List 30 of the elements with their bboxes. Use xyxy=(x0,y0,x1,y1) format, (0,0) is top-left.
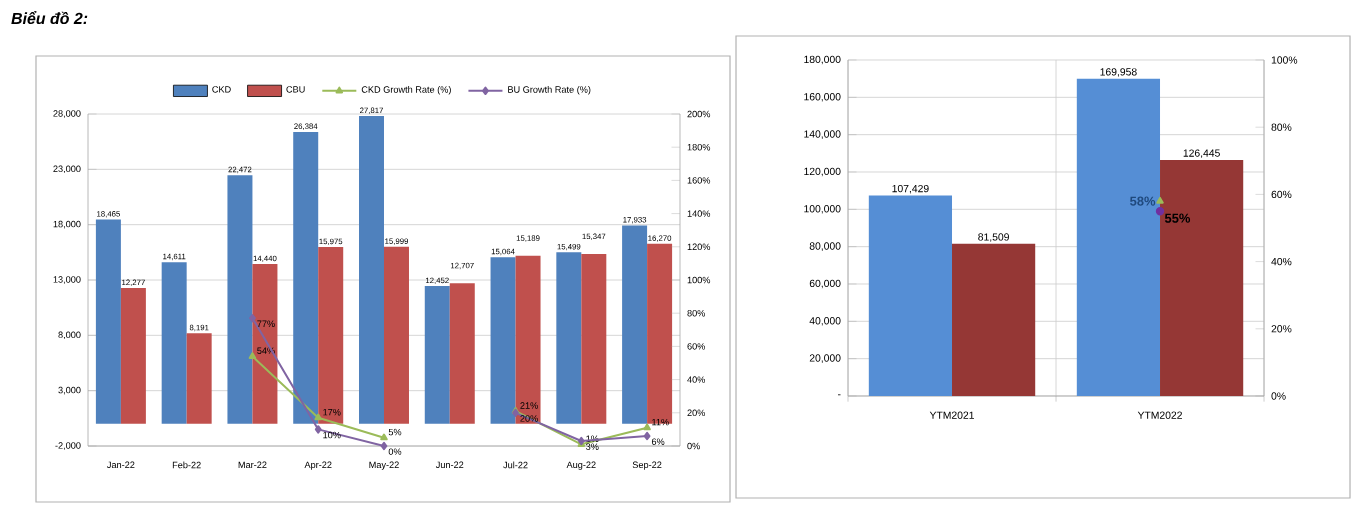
point xyxy=(380,441,388,451)
bar xyxy=(647,243,673,424)
bar xyxy=(252,264,278,424)
bar xyxy=(490,257,516,424)
bar xyxy=(161,262,187,424)
bar xyxy=(1076,78,1161,396)
bar xyxy=(359,116,384,424)
point xyxy=(249,313,256,323)
point xyxy=(643,423,651,431)
bar xyxy=(95,219,121,424)
bar xyxy=(186,333,212,424)
bar xyxy=(515,255,541,424)
point xyxy=(314,413,322,421)
bar xyxy=(449,283,475,424)
point xyxy=(643,431,651,441)
bar xyxy=(622,225,648,424)
bar xyxy=(556,252,582,424)
point xyxy=(314,425,322,434)
bar xyxy=(383,246,409,424)
bar xyxy=(293,131,319,424)
bar xyxy=(424,286,450,424)
point xyxy=(248,352,257,359)
bar xyxy=(120,288,146,424)
bar xyxy=(952,243,1036,396)
bar xyxy=(1160,159,1244,396)
bar xyxy=(318,247,344,424)
point xyxy=(380,433,388,441)
bar xyxy=(868,195,953,396)
bar xyxy=(227,175,253,424)
bar xyxy=(581,254,607,424)
